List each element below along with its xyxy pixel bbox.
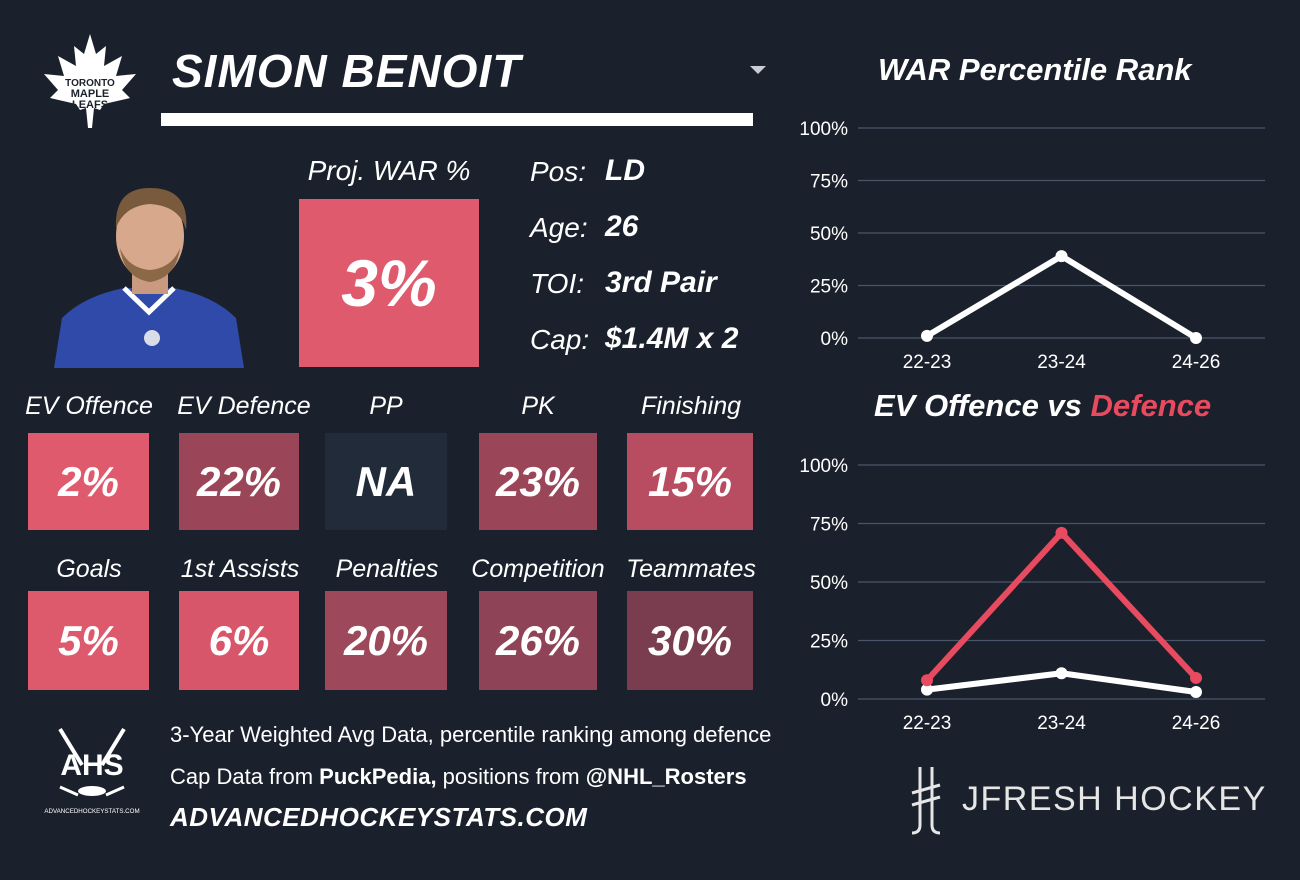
footer-note-1: 3-Year Weighted Avg Data, percentile ran…	[170, 722, 772, 747]
tile-finishing: 15%	[627, 433, 753, 530]
war-chart-data-point	[921, 329, 933, 342]
jfresh-hockey-brand: JFRESH HOCKEY	[962, 780, 1267, 818]
ev-chart-y-tick-label: 100%	[799, 456, 848, 477]
war-chart-data-point	[1190, 332, 1202, 344]
ev-chart-y-tick-label: 75%	[810, 515, 848, 536]
ev-chart-x-tick-label: 23-24	[1037, 713, 1086, 734]
war-percentile-chart: 0% 25% 50% 75% 100% 22-23 23-24 24-26	[799, 119, 1265, 373]
ev-chart-data-point	[1190, 685, 1202, 698]
ev-chart-title: EV Offence vs Defence	[874, 388, 1211, 424]
puckpedia-link[interactable]: PuckPedia,	[319, 764, 437, 789]
ev-chart-data-point	[921, 683, 933, 696]
nhl-rosters-link[interactable]: @NHL_Rosters	[585, 764, 747, 789]
tile-ev-defence: 22%	[179, 433, 299, 530]
ahs-logo: AHS ADVANCEDHOCKEYSTATS.COM	[44, 727, 140, 815]
info-label-age: Age:	[530, 212, 588, 243]
info-label-cap: Cap:	[530, 324, 590, 355]
ev-chart-title-part2: Defence	[1090, 388, 1212, 423]
tile-label-pk: PK	[521, 392, 555, 420]
team-logo-text-3: LEAFS	[72, 99, 108, 111]
maple-leafs-logo: TORONTO MAPLE LEAFS	[44, 34, 136, 128]
info-value-cap: $1.4M x 2	[605, 322, 739, 355]
war-chart-y-tick-label: 25%	[810, 277, 848, 298]
chevron-down-icon[interactable]	[750, 66, 766, 74]
info-label-pos: Pos:	[530, 156, 587, 187]
war-chart-data-point	[1055, 250, 1068, 263]
war-chart-y-tick-label: 75%	[810, 172, 848, 193]
ev-chart-x-tick-label: 22-23	[903, 713, 952, 734]
ev-chart-data-point	[921, 674, 933, 687]
jfresh-logo	[911, 767, 941, 835]
name-underline	[161, 113, 753, 126]
tile-teammates: 30%	[627, 591, 753, 690]
ev-chart-y-tick-label: 50%	[810, 573, 848, 594]
ev-chart-x-tick-label: 24-26	[1172, 713, 1221, 734]
ev-chart-y-tick-label: 25%	[810, 632, 848, 653]
war-chart-x-tick-label: 24-26	[1172, 352, 1221, 373]
footer-note-2-prefix: Cap Data from	[170, 764, 320, 789]
tile-label-competition: Competition	[471, 555, 605, 583]
info-label-toi: TOI:	[530, 268, 584, 299]
info-value-toi: 3rd Pair	[605, 266, 717, 299]
player-name: SIMON BENOIT	[172, 45, 522, 97]
info-value-pos: LD	[605, 154, 645, 187]
footer-note-2: Cap Data from PuckPedia, positions from …	[170, 764, 747, 790]
info-value-age: 26	[605, 210, 639, 243]
ev-chart-title-part1: EV Offence vs	[874, 388, 1091, 423]
tile-1st-assists: 6%	[179, 591, 299, 690]
ev-chart-data-point	[1190, 671, 1202, 684]
ahs-url-link[interactable]: ADVANCEDHOCKEYSTATS.COM	[170, 802, 588, 832]
player-headshot	[44, 178, 254, 368]
team-logo-text-2: MAPLE	[71, 88, 110, 100]
ev-chart-data-point	[1055, 667, 1068, 680]
tile-label-goals: Goals	[56, 555, 122, 583]
war-chart-x-tick-label: 23-24	[1037, 352, 1086, 373]
war-chart-series-line	[925, 253, 1198, 341]
ev-chart-series-line	[924, 529, 1199, 683]
tile-pk: 23%	[479, 433, 597, 530]
war-chart-title: WAR Percentile Rank	[878, 52, 1192, 87]
ev-offence-defence-chart: 0% 25% 50% 75% 100% 22-23 23-24 24-26	[799, 456, 1265, 734]
ahs-logo-text: AHS	[60, 749, 123, 782]
war-chart-x-tick-label: 22-23	[903, 352, 952, 373]
tile-label-ev-defence: EV Defence	[177, 392, 311, 420]
tile-goals: 5%	[28, 591, 149, 690]
tile-penalties: 20%	[325, 591, 447, 690]
war-chart-y-tick-label: 100%	[799, 119, 848, 140]
proj-war-value: 3%	[299, 199, 479, 367]
tile-label-pp: PP	[369, 392, 403, 420]
tile-label-1st-assists: 1st Assists	[180, 555, 300, 583]
tile-label-ev-offence: EV Offence	[25, 392, 153, 420]
tile-label-teammates: Teammates	[626, 555, 756, 583]
team-logo-text-1: TORONTO	[65, 78, 115, 89]
footer-note-2-mid: positions from	[436, 764, 586, 789]
war-chart-y-tick-label: 0%	[821, 329, 849, 350]
tile-label-finishing: Finishing	[640, 392, 742, 420]
proj-war-label: Proj. WAR %	[307, 155, 471, 186]
ev-chart-y-tick-label: 0%	[821, 690, 849, 711]
ev-chart-data-point	[1055, 526, 1068, 539]
war-chart-y-tick-label: 50%	[810, 224, 848, 245]
tile-pp: NA	[325, 433, 447, 530]
tile-competition: 26%	[479, 591, 597, 690]
ahs-logo-subtext: ADVANCEDHOCKEYSTATS.COM	[44, 808, 139, 815]
tile-ev-offence: 2%	[28, 433, 149, 530]
tile-label-penalties: Penalties	[335, 555, 439, 583]
